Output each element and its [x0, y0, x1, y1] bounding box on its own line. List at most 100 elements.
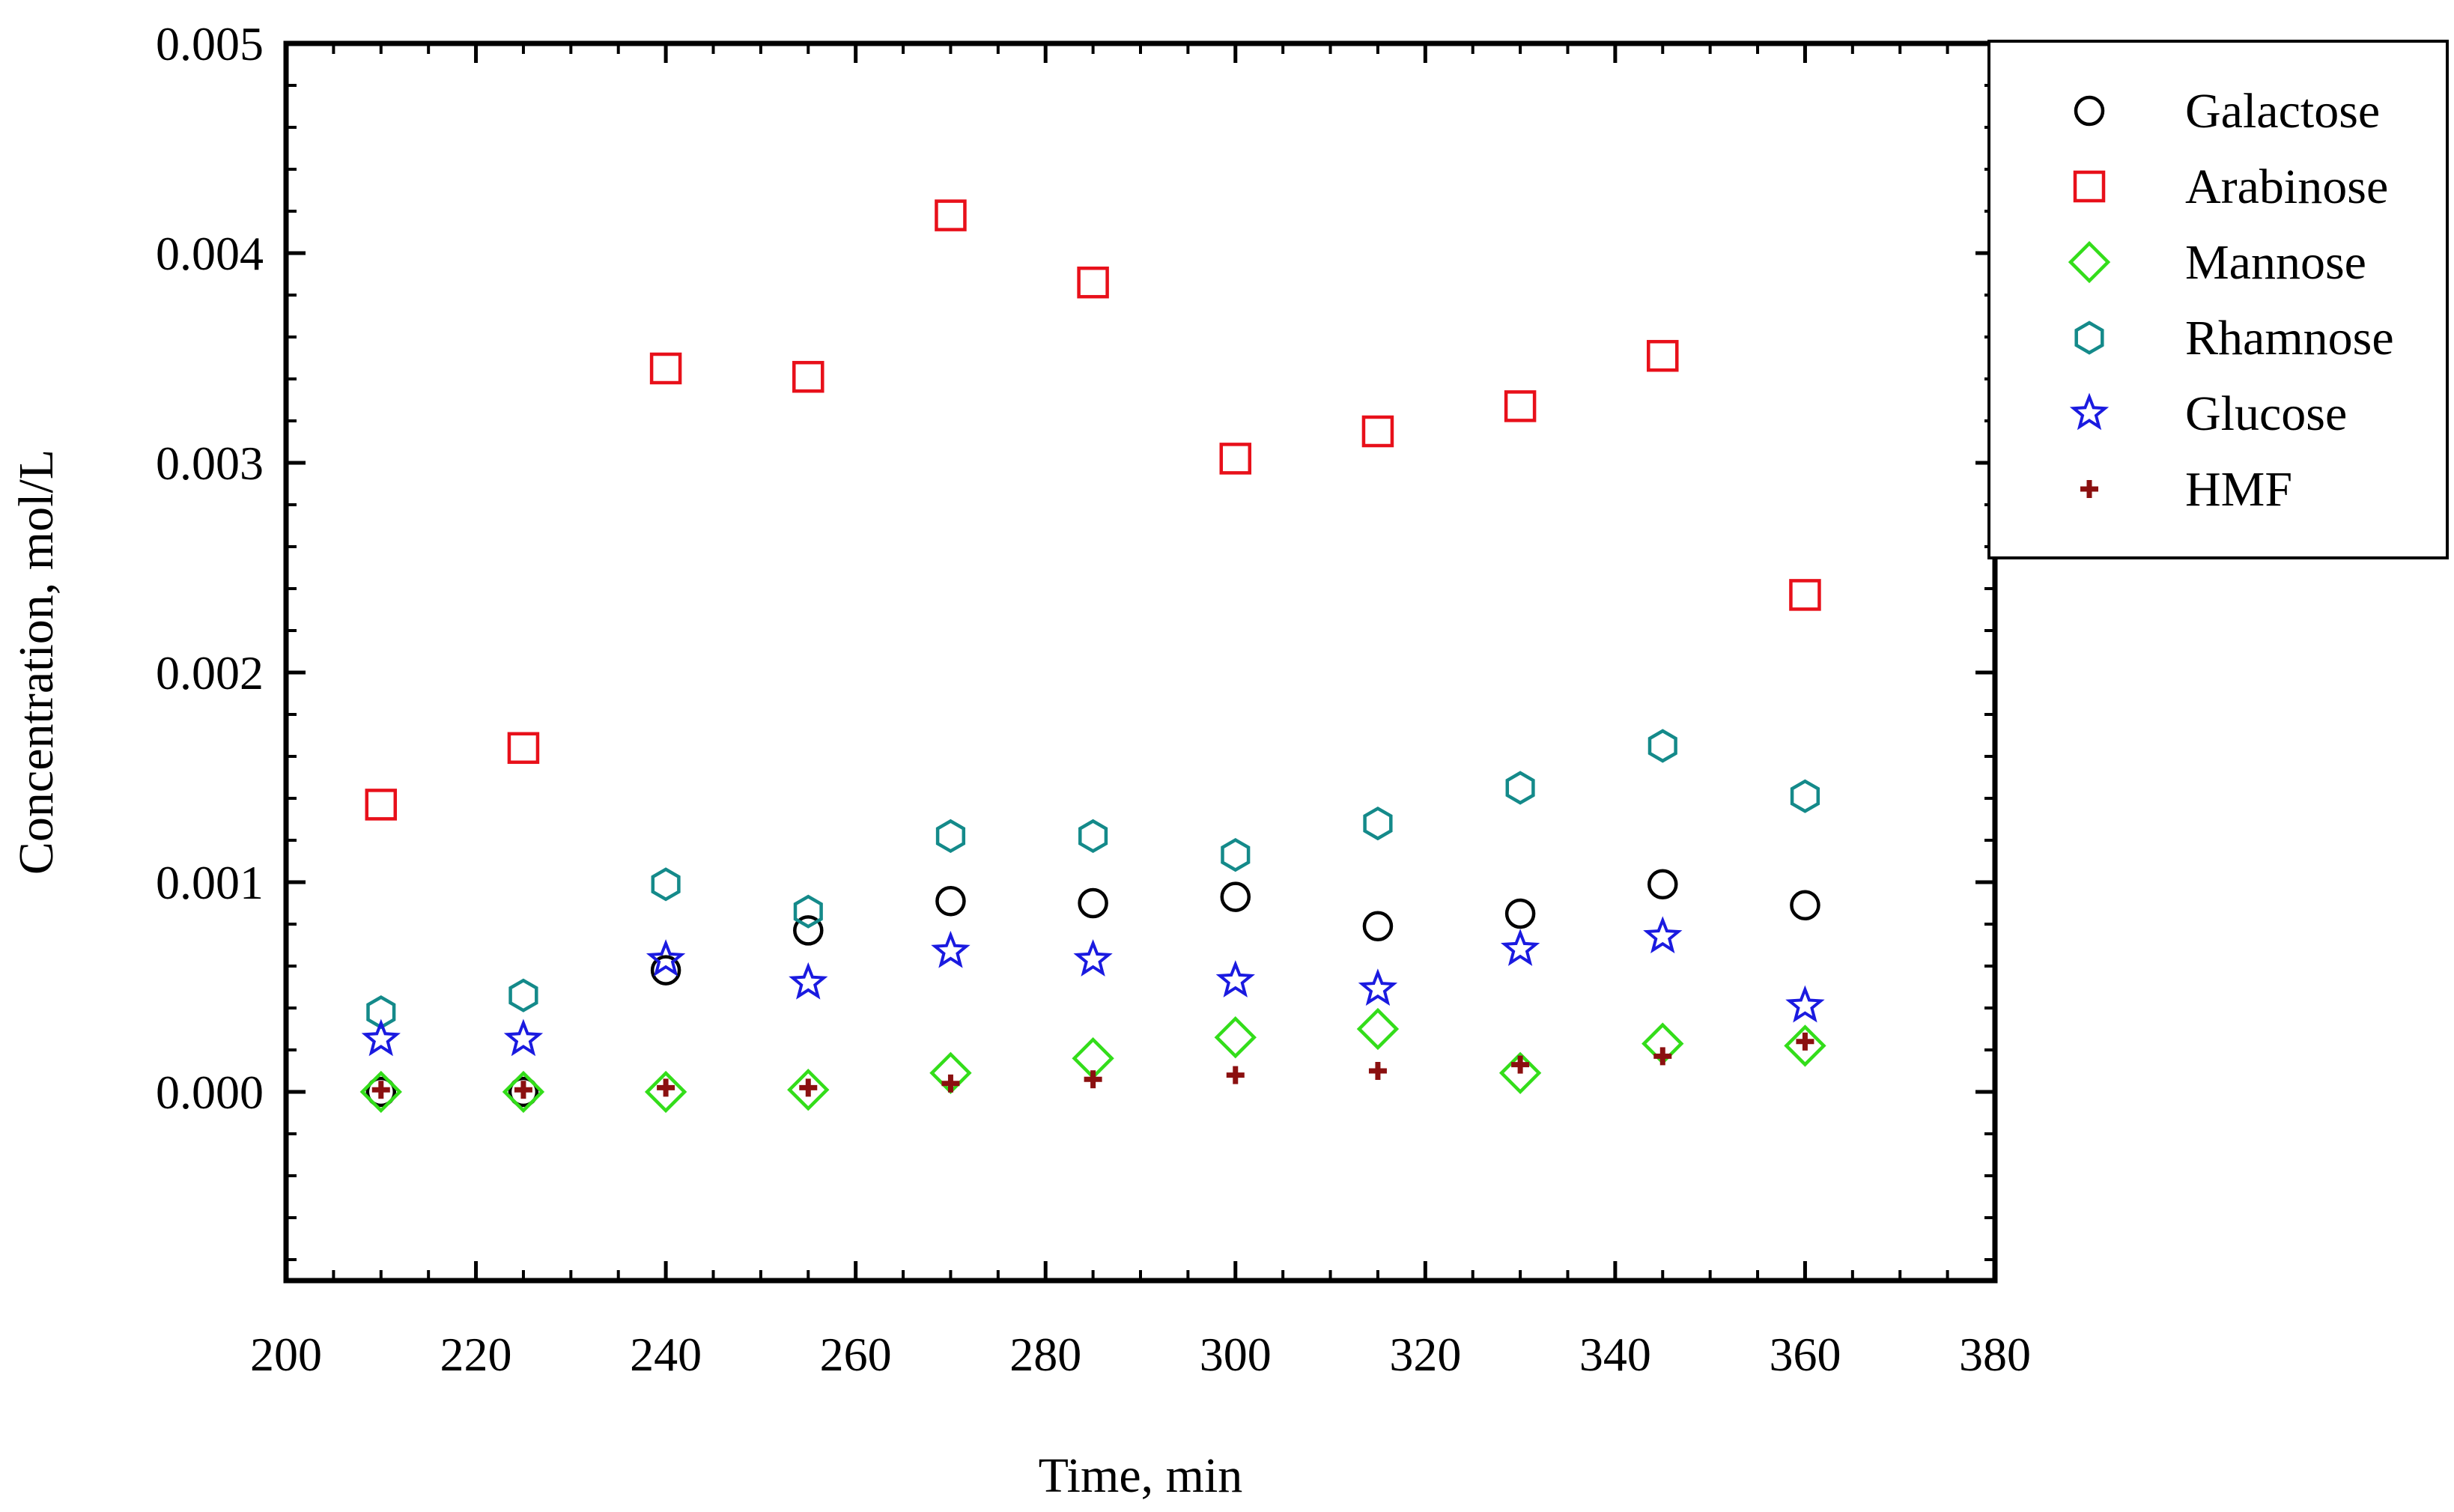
legend-marker-arabinose [2073, 170, 2106, 203]
rhamnose-point [366, 995, 396, 1030]
axis-ticks [284, 41, 1997, 1281]
x-tick-label: 200 [250, 1328, 322, 1381]
data-points [359, 199, 1826, 1114]
mannose-point [1498, 1051, 1542, 1094]
legend-item-rhamnose: Rhamnose [2074, 311, 2394, 365]
legend-label: Mannose [2185, 235, 2366, 290]
rhamnose-point [793, 894, 823, 929]
galactose-point [1362, 911, 1394, 942]
arabinose-point [365, 789, 398, 821]
legend-item-hmf: HMF [2080, 462, 2292, 517]
arabinose-point [649, 352, 682, 385]
legend-marker-rhamnose [2074, 321, 2104, 355]
x-tick-label: 320 [1389, 1328, 1461, 1381]
hmf-point [1796, 1032, 1814, 1051]
legend-label: HMF [2185, 462, 2292, 517]
galactose-point [508, 1076, 539, 1108]
hmf-point [514, 1081, 532, 1099]
glucose-point [361, 1018, 401, 1057]
legend-marker-mannose [2068, 240, 2111, 284]
glucose-point [1500, 929, 1540, 966]
legend-item-galactose: Galactose [2074, 84, 2380, 139]
legend-label: Arabinose [2185, 160, 2388, 214]
arabinose-point [1077, 266, 1109, 299]
hmf-point [1511, 1055, 1530, 1074]
legend-item-mannose: Mannose [2068, 235, 2366, 290]
arabinose-point [1361, 415, 1394, 448]
galactose-point [1647, 869, 1678, 900]
rhamnose-point [1647, 729, 1677, 763]
x-tick-label: 280 [1009, 1328, 1081, 1381]
glucose-point [1785, 985, 1825, 1023]
mannose-point [1214, 1016, 1257, 1059]
y-tick-label: 0.002 [156, 646, 264, 699]
rhamnose-point [935, 819, 966, 853]
glucose-point [1643, 916, 1683, 954]
x-tick-label: 360 [1769, 1328, 1841, 1381]
series-mannose [359, 1007, 1826, 1114]
arabinose-point [1504, 390, 1537, 422]
legend-label: Rhamnose [2185, 311, 2394, 365]
hmf-point [1226, 1066, 1245, 1084]
hmf-point [1653, 1047, 1672, 1066]
rhamnose-point [1790, 779, 1820, 813]
series-rhamnose [366, 729, 1820, 1030]
rhamnose-point [651, 867, 681, 902]
series-hmf [371, 1032, 1814, 1099]
hmf-point [1368, 1062, 1387, 1080]
x-axis-title: Time, min [1039, 1448, 1243, 1503]
rhamnose-point [1505, 771, 1535, 805]
rhamnose-point [508, 978, 538, 1012]
hmf-point [657, 1078, 675, 1097]
y-tick-label: 0.005 [156, 17, 264, 70]
galactose-point [365, 1076, 397, 1108]
mannose-point [1356, 1007, 1400, 1051]
series-galactose [365, 869, 1820, 1108]
series-glucose [361, 916, 1825, 1057]
y-tick-labels: 0.000 0.001 0.002 0.003 0.004 0.005 [156, 17, 264, 1119]
mannose-point [787, 1069, 830, 1111]
x-tick-label: 340 [1579, 1328, 1651, 1381]
glucose-point [931, 930, 971, 968]
legend-items: Galactose Arabinose Mannose Rhamnose Glucose… [2068, 84, 2394, 517]
y-tick-label: 0.004 [156, 227, 264, 280]
rhamnose-point [1363, 807, 1393, 841]
legend-marker-hmf [2080, 480, 2098, 498]
arabinose-point [1219, 443, 1252, 475]
legend: Galactose Arabinose Mannose Rhamnose Glucose… [1987, 40, 2449, 559]
legend-marker-galactose [2074, 95, 2105, 127]
legend-box [1987, 40, 2449, 559]
arabinose-point [1647, 339, 1679, 372]
legend-item-arabinose: Arabinose [2073, 160, 2388, 214]
mannose-point [502, 1070, 545, 1114]
galactose-point [1504, 898, 1536, 929]
legend-item-glucose: Glucose [2069, 386, 2347, 441]
galactose-point [1790, 890, 1820, 921]
x-tick-labels: 200 220 240 260 280 300 320 340 360 380 [250, 1328, 2031, 1381]
arabinose-point [1789, 579, 1821, 611]
galactose-point [1220, 881, 1251, 912]
legend-marker-glucose [2069, 392, 2110, 431]
y-tick-label: 0.003 [156, 437, 264, 490]
x-tick-label: 380 [1959, 1328, 2031, 1381]
galactose-point [793, 915, 824, 946]
glucose-point [646, 939, 686, 977]
glucose-point [789, 962, 828, 1000]
mannose-point [1784, 1024, 1826, 1067]
rhamnose-point [1221, 838, 1251, 872]
glucose-point [1358, 968, 1398, 1007]
glucose-point [1215, 960, 1255, 998]
arabinose-point [507, 732, 540, 765]
y-tick-label: 0.001 [156, 856, 264, 909]
glucose-point [1073, 939, 1113, 977]
galactose-point [935, 885, 966, 917]
legend-label: Galactose [2185, 84, 2380, 139]
y-axis-title: Concentration, mol/L [9, 449, 64, 875]
rhamnose-point [1078, 819, 1108, 853]
glucose-point [503, 1018, 544, 1057]
hmf-point [1084, 1070, 1102, 1089]
arabinose-point [935, 199, 967, 231]
series-arabinose [365, 199, 1821, 821]
y-tick-label: 0.000 [156, 1066, 264, 1119]
